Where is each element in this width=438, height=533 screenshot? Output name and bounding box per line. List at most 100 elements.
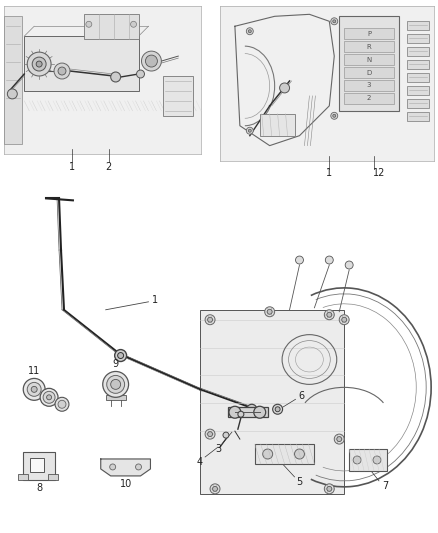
Circle shape <box>32 57 46 71</box>
Bar <box>407 99 429 108</box>
Circle shape <box>353 456 361 464</box>
Polygon shape <box>101 459 150 476</box>
Text: 10: 10 <box>120 479 132 489</box>
Text: 2: 2 <box>106 161 112 172</box>
Circle shape <box>223 432 229 438</box>
Bar <box>255 444 314 464</box>
Text: 5: 5 <box>297 477 303 487</box>
Bar <box>220 6 434 160</box>
Circle shape <box>210 484 220 494</box>
Circle shape <box>279 83 290 93</box>
Bar <box>4 17 22 144</box>
Bar <box>200 310 344 494</box>
Circle shape <box>40 389 58 406</box>
Circle shape <box>110 464 116 470</box>
Bar <box>228 407 268 417</box>
Bar <box>344 28 394 39</box>
Circle shape <box>86 21 92 27</box>
Circle shape <box>265 307 275 317</box>
Bar <box>349 449 387 471</box>
Circle shape <box>324 484 334 494</box>
Circle shape <box>273 404 283 414</box>
Circle shape <box>54 63 70 79</box>
Bar <box>24 36 138 91</box>
Circle shape <box>27 382 41 397</box>
Bar <box>84 14 138 39</box>
Circle shape <box>248 30 251 33</box>
Circle shape <box>58 67 66 75</box>
Text: 4: 4 <box>197 457 203 467</box>
Bar <box>4 6 201 154</box>
Circle shape <box>118 352 124 359</box>
Circle shape <box>205 429 215 439</box>
Text: 3: 3 <box>215 444 221 454</box>
Circle shape <box>331 112 338 119</box>
Bar <box>260 114 294 136</box>
Circle shape <box>229 406 241 418</box>
Circle shape <box>345 261 353 269</box>
Circle shape <box>131 21 137 27</box>
Circle shape <box>23 378 45 400</box>
Circle shape <box>111 72 120 82</box>
Bar <box>18 474 28 480</box>
Bar <box>407 34 429 43</box>
Circle shape <box>7 89 17 99</box>
Circle shape <box>331 18 338 25</box>
Text: P: P <box>367 31 371 37</box>
Text: 12: 12 <box>373 168 385 179</box>
Bar <box>48 474 58 480</box>
Text: 1: 1 <box>326 168 332 179</box>
Circle shape <box>208 432 212 437</box>
Bar <box>106 395 126 400</box>
Circle shape <box>248 129 251 132</box>
Bar <box>407 112 429 121</box>
Text: 3: 3 <box>367 83 371 88</box>
Text: 1: 1 <box>69 161 75 172</box>
Circle shape <box>246 28 253 35</box>
Circle shape <box>58 400 66 408</box>
Bar <box>344 93 394 104</box>
Bar <box>344 80 394 91</box>
Bar <box>344 41 394 52</box>
Text: 1: 1 <box>152 295 159 305</box>
Text: 11: 11 <box>28 367 40 376</box>
Bar <box>407 60 429 69</box>
Text: R: R <box>367 44 371 50</box>
Text: 6: 6 <box>298 391 304 401</box>
Circle shape <box>339 315 349 325</box>
Circle shape <box>246 127 253 134</box>
Circle shape <box>325 256 333 264</box>
Circle shape <box>263 449 273 459</box>
Bar <box>407 21 429 30</box>
Circle shape <box>337 437 342 441</box>
Circle shape <box>46 395 52 400</box>
Circle shape <box>145 55 157 67</box>
Text: 7: 7 <box>382 481 388 491</box>
Circle shape <box>208 317 212 322</box>
Circle shape <box>373 456 381 464</box>
Circle shape <box>135 464 141 470</box>
Bar <box>407 86 429 95</box>
Bar <box>407 47 429 56</box>
Text: 8: 8 <box>36 483 42 493</box>
Circle shape <box>327 312 332 317</box>
Circle shape <box>141 51 161 71</box>
Circle shape <box>275 407 280 411</box>
Bar <box>23 452 55 480</box>
Circle shape <box>267 309 272 314</box>
Circle shape <box>254 406 266 418</box>
Circle shape <box>103 372 129 397</box>
Circle shape <box>115 350 127 361</box>
Circle shape <box>247 404 257 414</box>
Circle shape <box>294 449 304 459</box>
Circle shape <box>107 375 124 393</box>
Text: N: N <box>367 56 372 62</box>
Circle shape <box>333 20 336 23</box>
Bar <box>339 17 399 111</box>
Circle shape <box>36 61 42 67</box>
Circle shape <box>137 70 145 78</box>
Circle shape <box>324 310 334 320</box>
Circle shape <box>43 391 55 403</box>
Circle shape <box>238 411 244 417</box>
Bar <box>344 67 394 78</box>
